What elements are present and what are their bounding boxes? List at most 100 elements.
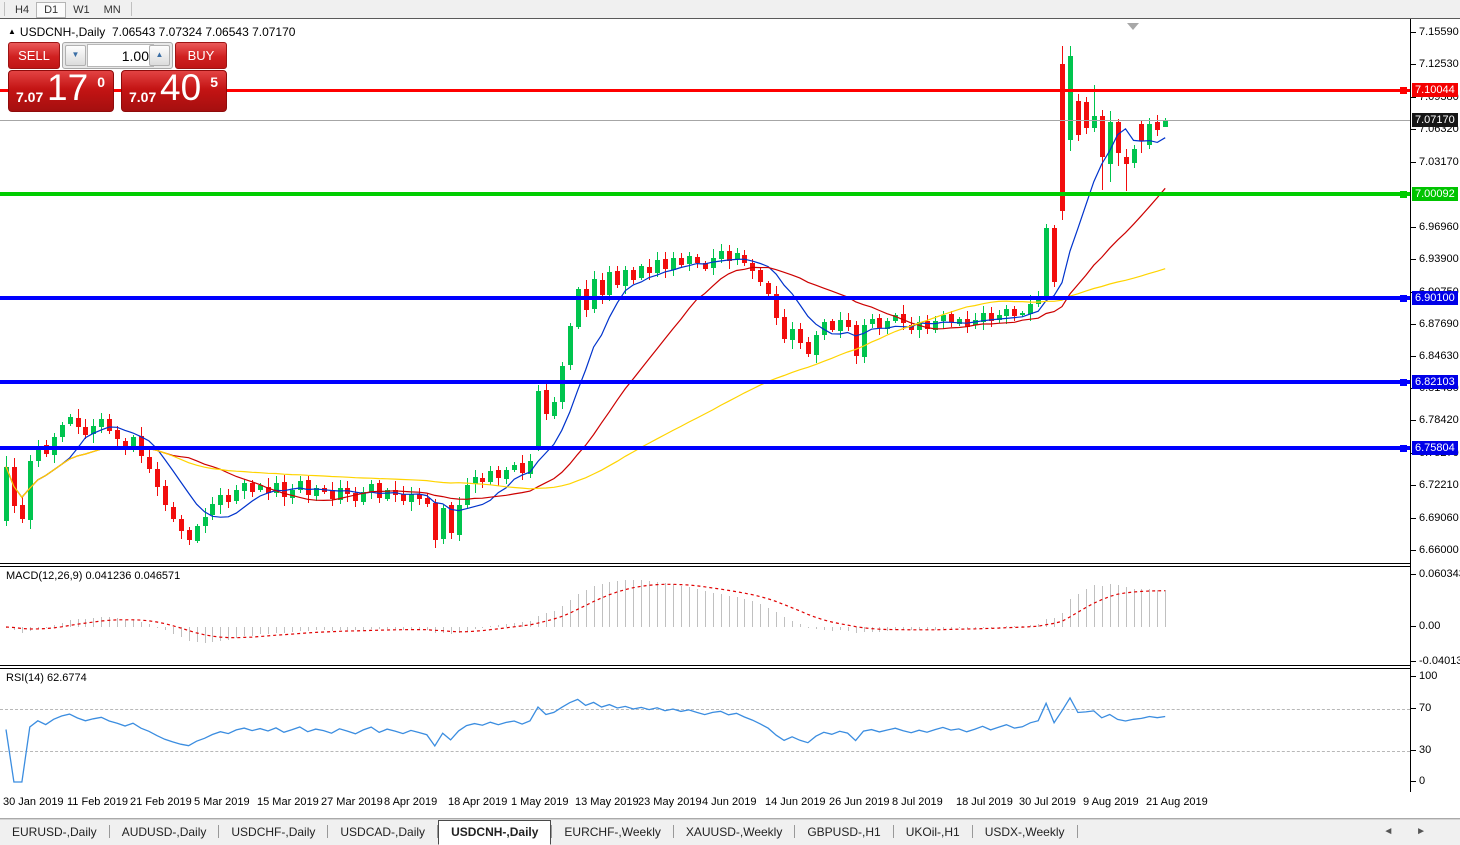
candle xyxy=(83,426,89,436)
macd-histogram-bar xyxy=(935,627,936,630)
price-axis-separator xyxy=(1410,19,1411,792)
volume-increase-button[interactable]: ▲ xyxy=(149,45,170,66)
macd-histogram-bar xyxy=(1101,585,1103,627)
macd-histogram-bar xyxy=(855,627,857,633)
sell-button[interactable]: SELL xyxy=(8,42,60,69)
macd-histogram-bar xyxy=(212,627,214,642)
candle xyxy=(599,279,605,296)
macd-histogram-bar xyxy=(911,627,913,631)
candle xyxy=(718,251,724,259)
date-axis[interactable]: 30 Jan 2019 11 Feb 2019 21 Feb 2019 5 Mar 2… xyxy=(0,792,1410,816)
buy-price-box[interactable]: 7.07 40 5 xyxy=(121,67,227,112)
macd-histogram-bar xyxy=(704,591,706,627)
hline-6.75804[interactable] xyxy=(0,445,1410,450)
hline-6.901[interactable] xyxy=(0,296,1410,301)
candle xyxy=(496,469,502,479)
candle xyxy=(671,257,676,271)
chart-tab-usdchf-daily[interactable]: USDCHF-,Daily xyxy=(231,825,316,839)
tab-scroll-arrows[interactable]: ◄ ► xyxy=(1383,826,1436,837)
hline-7.0717[interactable] xyxy=(0,119,1410,121)
macd-histogram-bar xyxy=(601,584,603,627)
macd-histogram-bar xyxy=(958,627,960,629)
chart-tab-audusd-daily[interactable]: AUDUSD-,Daily xyxy=(121,825,207,839)
rsi-label: RSI(14) 62.6774 xyxy=(6,672,87,684)
candle xyxy=(250,483,256,492)
candle xyxy=(1115,121,1121,154)
candle xyxy=(59,424,65,438)
macd-histogram-bar xyxy=(1157,590,1159,627)
date-label: 23 May 2019 xyxy=(638,796,702,808)
candle xyxy=(99,418,105,428)
macd-histogram-bar xyxy=(156,626,158,628)
timeframe-button-w1[interactable]: W1 xyxy=(73,4,90,16)
one-click-trading-panel: SELL ▼ ▲ BUY 7.07 17 0 7.07 40 5 xyxy=(8,42,227,128)
macd-histogram-bar xyxy=(363,627,365,630)
chart-tab-gbpusd-h1[interactable]: GBPUSD-,H1 xyxy=(807,825,881,839)
candle xyxy=(996,315,1002,321)
timeframe-button-d1[interactable]: D1 xyxy=(36,2,67,18)
macd-panel[interactable]: MACD(12,26,9) 0.041236 0.046571 xyxy=(0,566,1410,666)
candle xyxy=(829,321,835,330)
macd-histogram-bar xyxy=(942,627,944,629)
candle xyxy=(575,289,581,327)
price-tick xyxy=(1411,162,1416,163)
candle xyxy=(226,494,232,503)
volume-decrease-button[interactable]: ▼ xyxy=(65,45,86,66)
macd-histogram-bar xyxy=(188,627,190,641)
candle xyxy=(1012,308,1018,317)
candle xyxy=(893,315,899,322)
candle xyxy=(901,313,907,324)
price-badge: 6.75804 xyxy=(1412,441,1458,455)
price-chart-canvas[interactable]: ▲ USDCNH-,Daily 7.06543 7.07324 7.06543 7… xyxy=(0,21,1410,564)
hline-6.82103[interactable] xyxy=(0,379,1410,384)
chart-tab-eurchf-weekly[interactable]: EURCHF-,Weekly xyxy=(564,825,661,839)
timeframe-button-h4[interactable]: H4 xyxy=(15,4,30,16)
candle-wick xyxy=(1093,85,1095,133)
price-tick xyxy=(1411,227,1416,228)
date-label: 9 Aug 2019 xyxy=(1083,796,1139,808)
macd-histogram-bar xyxy=(236,627,238,639)
arrow-down-marker-icon[interactable] xyxy=(1127,23,1139,30)
macd-axis-label: 0.00 xyxy=(1419,620,1441,632)
sell-price-box[interactable]: 7.07 17 0 xyxy=(8,67,114,112)
price-axis[interactable]: 7.15590 7.12530 7.09380 7.06320 7.03170 6.969… xyxy=(1411,19,1460,792)
macd-histogram-bar xyxy=(331,627,333,631)
macd-histogram-bar xyxy=(276,627,277,633)
date-label: 30 Jan 2019 xyxy=(3,796,64,808)
chart-tab-usdx-weekly[interactable]: USDX-,Weekly xyxy=(984,825,1065,839)
macd-histogram-bar xyxy=(807,627,809,628)
candle xyxy=(218,494,224,506)
volume-input[interactable] xyxy=(87,44,154,67)
candle xyxy=(337,487,343,501)
chart-tab-xauusd-weekly[interactable]: XAUUSD-,Weekly xyxy=(685,825,783,839)
date-label: 26 Jun 2019 xyxy=(829,796,890,808)
macd-histogram-bar xyxy=(522,622,524,627)
collapse-triangle-icon[interactable]: ▲ xyxy=(8,27,16,36)
chart-tab-usdcnh-daily[interactable]: USDCNH-,Daily xyxy=(438,820,552,845)
timeframe-button-mn[interactable]: MN xyxy=(103,4,121,16)
macd-histogram-bar xyxy=(1117,585,1119,627)
candle xyxy=(162,486,168,506)
macd-histogram-bar xyxy=(966,627,968,629)
macd-histogram-bar xyxy=(1077,593,1079,627)
rsi-panel[interactable]: RSI(14) 62.6774 xyxy=(0,668,1410,794)
macd-histogram-bar xyxy=(410,627,412,630)
price-badge: 7.00092 xyxy=(1412,187,1458,201)
hline-7.00092[interactable] xyxy=(0,192,1410,196)
hline-7.10044[interactable] xyxy=(0,88,1410,92)
rsi-level-30 xyxy=(0,751,1410,752)
date-label: 8 Jul 2019 xyxy=(892,796,943,808)
price-tick-label: 6.66000 xyxy=(1419,544,1459,556)
chart-tab-eurusd-daily[interactable]: EURUSD-,Daily xyxy=(12,825,97,839)
macd-histogram-bar xyxy=(633,580,635,627)
candle xyxy=(456,505,462,535)
chart-tab-usdcad-daily[interactable]: USDCAD-,Daily xyxy=(340,825,426,839)
candle xyxy=(67,416,73,424)
candle xyxy=(281,482,287,497)
rsi-axis-tick xyxy=(1411,676,1416,677)
tab-separator xyxy=(672,825,674,839)
buy-button[interactable]: BUY xyxy=(175,42,227,69)
rsi-axis-tick xyxy=(1411,750,1416,751)
chart-tab-ukoil-h1[interactable]: UKOil-,H1 xyxy=(905,825,960,839)
macd-histogram-bar xyxy=(903,627,905,630)
